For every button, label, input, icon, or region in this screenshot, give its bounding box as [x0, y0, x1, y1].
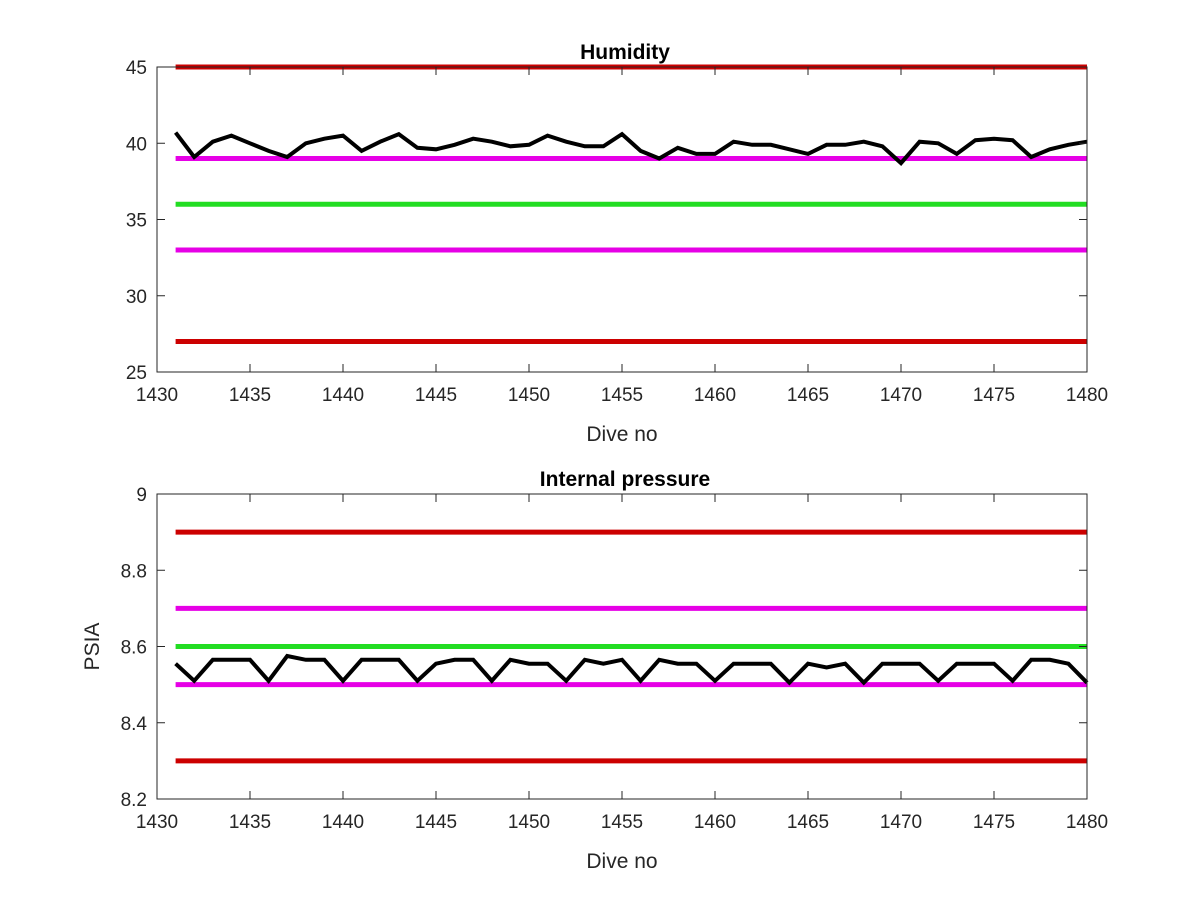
- internal-pressure-y-tick-label: 8.6: [121, 638, 147, 659]
- humidity-x-tick-label: 1465: [787, 385, 829, 406]
- humidity-panel: 1430 1435 1440 1445 1450 1455 1460 1465 1470 1475…: [126, 41, 1108, 446]
- internal-pressure-x-tick-label: 1470: [880, 812, 922, 833]
- humidity-x-tick-label: 1445: [415, 385, 457, 406]
- internal-pressure-data-line: [174, 653, 1089, 686]
- humidity-x-tick-label: 1470: [880, 385, 922, 406]
- internal-pressure-panel: 1430 1435 1440 1445 1450 1455 1460 1465 1470 1475…: [81, 468, 1108, 873]
- internal-pressure-x-tick-label: 1465: [787, 812, 829, 833]
- humidity-x-tick-label: 1455: [601, 385, 643, 406]
- humidity-y-tick-label: 30: [126, 287, 147, 308]
- humidity-x-tick-label: 1450: [508, 385, 550, 406]
- humidity-y-tick-label: 25: [126, 363, 147, 384]
- humidity-x-tick-label: 1430: [136, 385, 178, 406]
- humidity-y-tick-label: 40: [126, 134, 147, 155]
- internal-pressure-y-tick-label: 8.2: [121, 790, 147, 811]
- humidity-title: Humidity: [580, 41, 670, 64]
- internal-pressure-x-tick-label: 1440: [322, 812, 364, 833]
- internal-pressure-y-tick-label: 9: [136, 485, 147, 506]
- internal-pressure-x-tick-label: 1460: [694, 812, 736, 833]
- internal-pressure-y-tick-label: 8.4: [121, 714, 148, 735]
- internal-pressure-x-tick-label: 1450: [508, 812, 550, 833]
- internal-pressure-x-tick-label: 1430: [136, 812, 178, 833]
- humidity-x-tick-label: 1440: [322, 385, 364, 406]
- humidity-data-line: [174, 131, 1088, 166]
- internal-pressure-y-tick-label: 8.8: [121, 561, 147, 582]
- internal-pressure-x-tick-label: 1445: [415, 812, 457, 833]
- internal-pressure-title: Internal pressure: [540, 468, 710, 491]
- humidity-y-tick-label: 45: [126, 58, 147, 79]
- internal-pressure-x-axis-label: Dive no: [586, 850, 657, 873]
- humidity-x-tick-label: 1460: [694, 385, 736, 406]
- internal-pressure-x-tick-label: 1435: [229, 812, 271, 833]
- internal-pressure-x-tick-label: 1455: [601, 812, 643, 833]
- humidity-x-tick-label: 1480: [1066, 385, 1108, 406]
- humidity-x-tick-label: 1475: [973, 385, 1015, 406]
- internal-pressure-x-tick-label: 1480: [1066, 812, 1108, 833]
- humidity-plot-area: [157, 67, 1087, 372]
- humidity-x-axis-label: Dive no: [586, 423, 657, 446]
- humidity-x-tick-label: 1435: [229, 385, 271, 406]
- internal-pressure-y-axis-label: PSIA: [81, 623, 104, 671]
- humidity-y-tick-label: 35: [126, 211, 147, 232]
- internal-pressure-x-tick-label: 1475: [973, 812, 1015, 833]
